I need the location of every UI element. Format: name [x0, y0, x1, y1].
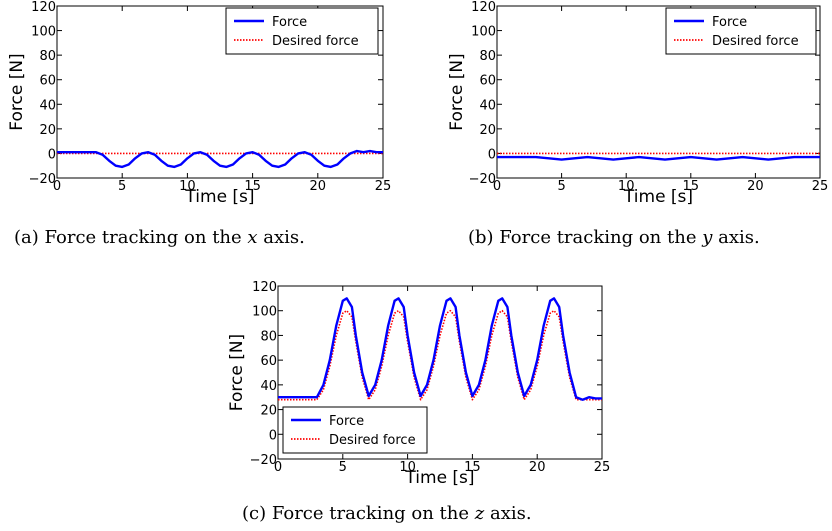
- x-tick-label: 10: [399, 460, 416, 475]
- y-tick-label: 120: [471, 0, 496, 15]
- y-tick-label: 0: [48, 147, 56, 162]
- y-axis-label: Force [N]: [7, 53, 27, 130]
- x-axis-label: Time [s]: [184, 187, 254, 207]
- y-tick-label: −20: [250, 453, 277, 468]
- caption-b-before: (b) Force tracking on the: [468, 227, 702, 248]
- plot-frame: [496, 5, 821, 179]
- x-axis-label: Time [s]: [623, 187, 693, 207]
- y-tick-label: 80: [260, 329, 277, 344]
- y-tick-label: 20: [479, 123, 496, 138]
- y-tick-label: 120: [31, 0, 56, 15]
- x-tick-label: 25: [594, 460, 611, 475]
- y-tick-label: 60: [39, 74, 56, 89]
- y-tick-label: −20: [29, 172, 56, 187]
- x-tick-label: 10: [179, 179, 196, 194]
- x-tick-label: 15: [464, 460, 481, 475]
- y-tick-label: 100: [252, 305, 277, 320]
- y-tick-label: 40: [479, 98, 496, 113]
- caption-c: (c) Force tracking on the z axis.: [242, 503, 532, 524]
- legend-label-desired-force: Desired force: [712, 34, 799, 49]
- legend-label-force: Force: [712, 15, 747, 30]
- x-tick-label: 5: [118, 179, 126, 194]
- legend-label-desired-force: Desired force: [329, 433, 416, 448]
- y-tick-label: 20: [39, 123, 56, 138]
- legend-label-force: Force: [272, 15, 307, 30]
- caption-c-after: axis.: [484, 503, 531, 524]
- caption-a-var: x: [247, 227, 257, 248]
- x-tick-label: 5: [339, 460, 347, 475]
- x-tick-label: 15: [244, 179, 261, 194]
- plot-frame: [277, 285, 603, 460]
- series-line-force: [57, 149, 383, 169]
- series-line-desired-force: [278, 309, 602, 401]
- caption-a-after: axis.: [258, 227, 305, 248]
- caption-a: (a) Force tracking on the x axis.: [14, 227, 305, 248]
- y-axis-label: Force [N]: [227, 334, 247, 411]
- y-tick-label: 40: [260, 379, 277, 394]
- x-tick-label: 0: [274, 460, 282, 475]
- x-tick-label: 20: [747, 179, 764, 194]
- legend-label-desired-force: Desired force: [272, 34, 359, 49]
- legend: Force Desired force: [665, 7, 817, 55]
- y-tick-label: 80: [39, 49, 56, 64]
- x-tick-label: 10: [618, 179, 635, 194]
- y-tick-label: 80: [479, 49, 496, 64]
- x-tick-label: 15: [683, 179, 700, 194]
- legend-label-force: Force: [329, 414, 364, 429]
- y-tick-label: 100: [471, 25, 496, 40]
- caption-a-before: (a) Force tracking on the: [14, 227, 247, 248]
- plot-frame: [56, 5, 384, 179]
- y-tick-label: 20: [260, 404, 277, 419]
- y-tick-label: 60: [479, 74, 496, 89]
- y-tick-label: 0: [269, 428, 277, 443]
- series-line-force: [497, 155, 820, 161]
- caption-b-var: y: [701, 227, 713, 248]
- legend-box: [282, 406, 428, 454]
- x-tick-label: 20: [529, 460, 546, 475]
- caption-b-after: axis.: [712, 227, 759, 248]
- legend-box: [665, 7, 817, 55]
- caption-b: (b) Force tracking on the y axis.: [468, 227, 760, 248]
- series-line-force: [278, 297, 602, 401]
- x-axis-label: Time [s]: [404, 468, 474, 488]
- y-tick-label: 120: [252, 280, 277, 295]
- x-tick-label: 25: [375, 179, 392, 194]
- y-tick-label: 100: [31, 25, 56, 40]
- x-tick-label: 25: [812, 179, 829, 194]
- y-tick-label: 60: [260, 354, 277, 369]
- y-tick-label: −20: [469, 172, 496, 187]
- y-axis-label: Force [N]: [447, 53, 467, 130]
- x-tick-label: 20: [310, 179, 327, 194]
- x-tick-label: 0: [53, 179, 61, 194]
- caption-c-var: z: [474, 503, 485, 524]
- x-tick-label: 0: [493, 179, 501, 194]
- legend: Force Desired force: [282, 406, 428, 454]
- caption-c-before: (c) Force tracking on the: [242, 503, 475, 524]
- legend: Force Desired force: [225, 7, 379, 55]
- y-tick-label: 40: [39, 98, 56, 113]
- legend-box: [225, 7, 379, 55]
- y-tick-label: 0: [488, 147, 496, 162]
- x-tick-label: 5: [557, 179, 565, 194]
